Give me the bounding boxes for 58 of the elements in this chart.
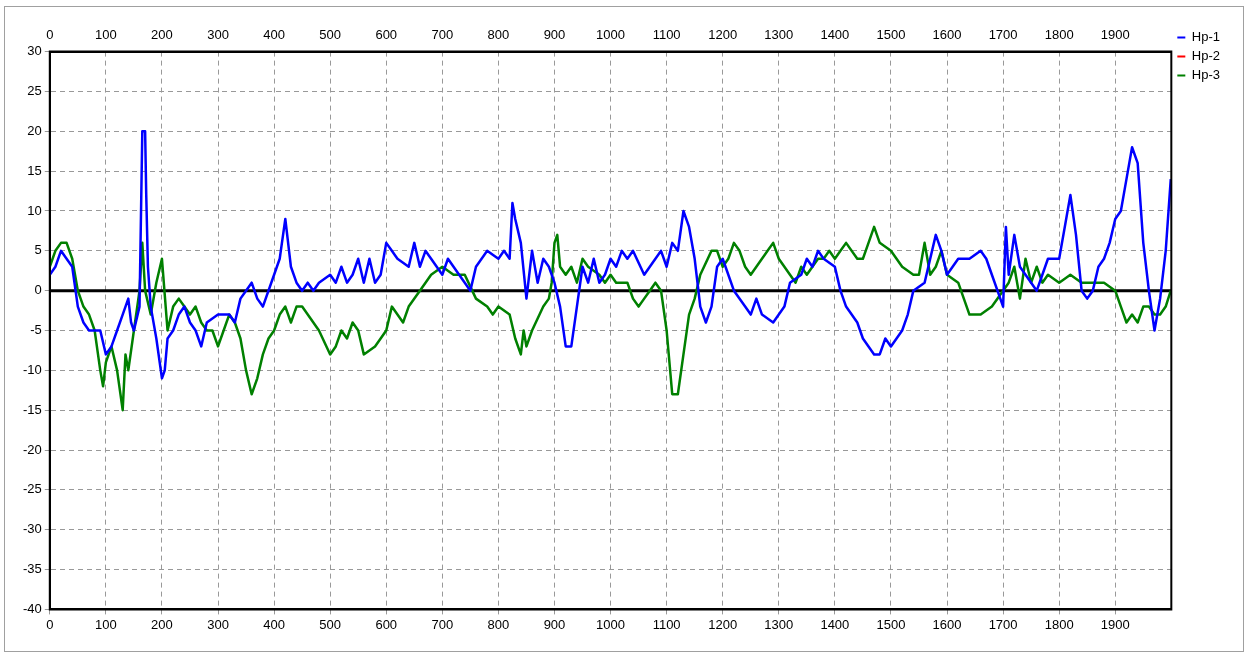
x-tick-label: 1300 (764, 616, 794, 632)
y-tick-label: -40 (22, 600, 42, 616)
x2-tick-label: 1600 (932, 27, 962, 43)
y-tick-label: -5 (30, 322, 42, 338)
x-tick-label: 600 (375, 616, 398, 632)
x-tick-label: 1500 (876, 616, 906, 632)
x2-tick-label: 300 (207, 27, 229, 43)
x2-tick-label: 800 (487, 27, 510, 43)
x-tick-label: 1200 (708, 616, 738, 632)
legend-label: Hp-2 (1191, 48, 1221, 64)
x2-tick-label: 700 (431, 27, 454, 43)
legend-label: Hp-3 (1191, 67, 1221, 83)
x-tick-label: 1600 (932, 616, 962, 632)
x2-tick-label: 200 (151, 27, 173, 43)
y-tick-label: -15 (22, 401, 42, 417)
x-tick-label: 200 (151, 616, 173, 632)
x2-tick-label: 1300 (764, 27, 794, 43)
y-tick-label: -10 (22, 361, 42, 377)
x-tick-label: 800 (487, 616, 510, 632)
x-tick-label: 1100 (652, 616, 681, 632)
x-tick-label: 100 (95, 616, 117, 632)
x-tick-label: 500 (319, 616, 342, 632)
y-tick-label: 0 (34, 282, 42, 298)
y-tick-label: 10 (27, 202, 42, 218)
x-tick-label: 1700 (988, 616, 1018, 632)
y-tick-label: 30 (27, 43, 42, 59)
x2-tick-label: 400 (263, 27, 285, 43)
y-tick-label: 20 (27, 122, 42, 138)
legend-label: Hp-1 (1191, 29, 1221, 45)
x2-tick-label: 900 (543, 27, 566, 43)
x2-tick-label: 1900 (1100, 27, 1130, 43)
x2-tick-label: 1400 (820, 27, 850, 43)
y-tick-label: 15 (27, 162, 42, 178)
x2-tick-label: 600 (375, 27, 398, 43)
x-tick-label: 1000 (596, 616, 626, 632)
x2-tick-label: 0 (46, 27, 54, 43)
x2-tick-label: 1700 (988, 27, 1018, 43)
y-tick-label: 5 (34, 242, 42, 258)
x-tick-label: 0 (46, 616, 54, 632)
y-tick-label: -20 (22, 441, 42, 457)
x2-tick-label: 1500 (876, 27, 906, 43)
x2-tick-label: 100 (95, 27, 117, 43)
x-tick-label: 1400 (820, 616, 850, 632)
y-tick-label: -35 (22, 561, 42, 577)
x-tick-label: 1800 (1044, 616, 1074, 632)
y-tick-label: 25 (27, 83, 42, 99)
x-tick-label: 1900 (1100, 616, 1130, 632)
x2-tick-label: 1000 (596, 27, 626, 43)
y-tick-label: -30 (22, 521, 42, 537)
x-tick-label: 700 (431, 616, 454, 632)
x2-tick-label: 1200 (708, 27, 738, 43)
x2-tick-label: 1800 (1044, 27, 1074, 43)
x-tick-label: 300 (207, 616, 229, 632)
x-tick-label: 900 (543, 616, 566, 632)
x2-tick-label: 500 (319, 27, 342, 43)
y-tick-label: -25 (22, 481, 42, 497)
x2-tick-label: 1100 (652, 27, 681, 43)
x-tick-label: 400 (263, 616, 285, 632)
